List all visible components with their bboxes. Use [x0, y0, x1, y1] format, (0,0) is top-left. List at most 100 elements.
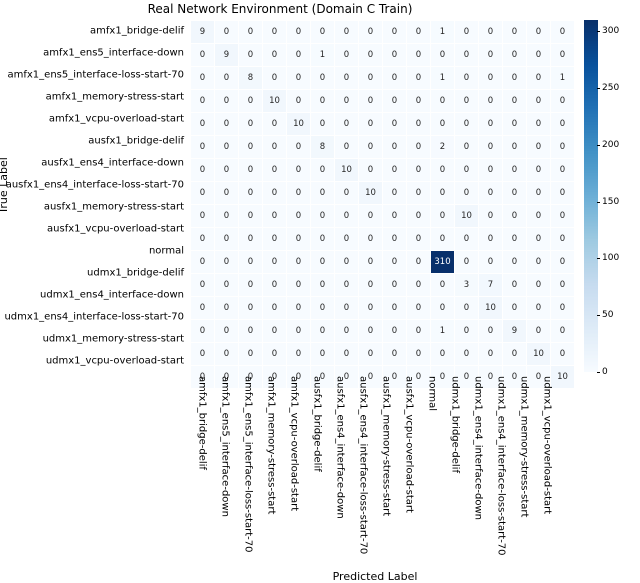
heatmap-cell: 0: [239, 113, 263, 136]
heatmap-cell: 0: [311, 320, 335, 343]
heatmap-cell: 0: [551, 44, 575, 67]
heatmap-cell: 0: [479, 159, 503, 182]
heatmap-cell: 0: [479, 90, 503, 113]
heatmap-cell: 0: [503, 90, 527, 113]
heatmap-cell: 0: [551, 113, 575, 136]
heatmap-cell: 0: [311, 228, 335, 251]
heatmap-cell: 0: [239, 159, 263, 182]
heatmap-cell: 0: [287, 274, 311, 297]
heatmap-cell: 0: [335, 44, 359, 67]
x-tick: amfx1_ens5_interface-down: [219, 376, 230, 517]
heatmap-cell: 0: [527, 297, 551, 320]
heatmap-cell: 0: [407, 228, 431, 251]
heatmap-cell: 0: [503, 251, 527, 274]
heatmap-cell: 0: [215, 182, 239, 205]
heatmap-cell: 0: [503, 343, 527, 366]
heatmap-cell: 0: [383, 90, 407, 113]
heatmap-cell: 0: [335, 67, 359, 90]
heatmap-cell: 0: [287, 320, 311, 343]
heatmap-cell: 0: [335, 297, 359, 320]
heatmap-cell: 0: [287, 205, 311, 228]
heatmap-cell: 0: [239, 297, 263, 320]
heatmap-cell: 10: [455, 205, 479, 228]
heatmap-cell: 0: [359, 113, 383, 136]
heatmap-cell: 0: [431, 90, 455, 113]
heatmap-cell: 0: [239, 44, 263, 67]
heatmap-cell: 0: [263, 21, 287, 44]
heatmap-cell: 0: [311, 274, 335, 297]
heatmap-cell: 0: [431, 274, 455, 297]
heatmap-cell: 0: [431, 159, 455, 182]
colorbar-tick-mark: [597, 145, 600, 146]
heatmap-cell: 0: [359, 44, 383, 67]
heatmap-cell: 0: [431, 182, 455, 205]
heatmap-cell: 0: [287, 44, 311, 67]
heatmap-cell: 0: [191, 205, 215, 228]
heatmap-cell: 0: [527, 228, 551, 251]
x-tick: amfx1_bridge-delif: [196, 376, 207, 470]
heatmap-cell: 0: [215, 343, 239, 366]
heatmap-cell: 0: [239, 274, 263, 297]
heatmap-cell: 0: [383, 21, 407, 44]
heatmap-cell: 0: [311, 343, 335, 366]
heatmap-cell: 0: [287, 343, 311, 366]
heatmap-cell: 0: [431, 205, 455, 228]
heatmap-cell: 0: [311, 182, 335, 205]
heatmap-cell: 0: [383, 297, 407, 320]
heatmap-cell: 0: [455, 90, 479, 113]
heatmap-cell: 0: [287, 90, 311, 113]
colorbar-tick-label: 300: [602, 26, 619, 36]
heatmap-cell: 0: [311, 159, 335, 182]
heatmap-cell: 0: [527, 205, 551, 228]
heatmap-cell: 0: [503, 182, 527, 205]
heatmap-cell: 0: [263, 205, 287, 228]
heatmap-cell: 0: [551, 21, 575, 44]
heatmap-cell: 0: [335, 205, 359, 228]
y-tick: ausfx1_memory-stress-start: [44, 202, 184, 213]
heatmap-cell: 0: [311, 251, 335, 274]
x-tick: amfx1_ens5_interface-loss-start-70: [242, 376, 253, 553]
heatmap-cell: 0: [479, 136, 503, 159]
y-tick: amfx1_bridge-delif: [90, 26, 184, 37]
colorbar-tick-label: 200: [602, 140, 619, 150]
heatmap-cell: 0: [503, 136, 527, 159]
heatmap-cell: 0: [263, 159, 287, 182]
x-tick: udmx1_ens4_interface-down: [472, 376, 483, 520]
heatmap-cell: 0: [191, 44, 215, 67]
y-tick: ausfx1_bridge-delif: [88, 136, 184, 147]
heatmap-cell: 0: [455, 67, 479, 90]
heatmap-cell: 0: [527, 44, 551, 67]
y-tick: udmx1_ens4_interface-down: [40, 290, 184, 301]
heatmap-cell: 0: [191, 251, 215, 274]
heatmap-cell: 0: [527, 21, 551, 44]
heatmap-cell: 0: [551, 182, 575, 205]
heatmap-cell: 0: [359, 205, 383, 228]
heatmap-cell: 0: [359, 274, 383, 297]
x-tick: ausfx1_ens4_interface-loss-start-70: [357, 376, 368, 554]
heatmap-cell: 0: [383, 44, 407, 67]
chart-title: Real Network Environment (Domain C Train…: [0, 2, 560, 16]
x-tick: normal: [426, 376, 437, 411]
heatmap-cell: 0: [191, 274, 215, 297]
heatmap-cell: 0: [215, 251, 239, 274]
heatmap-cell: 0: [527, 159, 551, 182]
heatmap-cell: 0: [383, 182, 407, 205]
heatmap-cell: 0: [479, 113, 503, 136]
heatmap-cell: 0: [239, 90, 263, 113]
heatmap-cell: 0: [383, 320, 407, 343]
heatmap-cell: 10: [287, 113, 311, 136]
heatmap-cell: 0: [407, 274, 431, 297]
heatmap-cell: 0: [455, 228, 479, 251]
heatmap-cell: 9: [191, 21, 215, 44]
heatmap-cell: 0: [263, 67, 287, 90]
heatmap-cell: 0: [215, 21, 239, 44]
heatmap-grid: 9000000000100000090001000000000000800000…: [190, 20, 558, 372]
x-tick-labels: amfx1_bridge-delif amfx1_ens5_interface-d…: [190, 372, 558, 577]
y-tick-labels: amfx1_bridge-delifamfx1_ens5_interface-d…: [0, 20, 188, 372]
heatmap-cell: 0: [191, 67, 215, 90]
heatmap-cell: 0: [215, 274, 239, 297]
heatmap-cell: 0: [479, 21, 503, 44]
heatmap-cell: 0: [503, 113, 527, 136]
heatmap-cell: 0: [527, 136, 551, 159]
confusion-matrix-figure: Real Network Environment (Domain C Train…: [0, 0, 640, 583]
